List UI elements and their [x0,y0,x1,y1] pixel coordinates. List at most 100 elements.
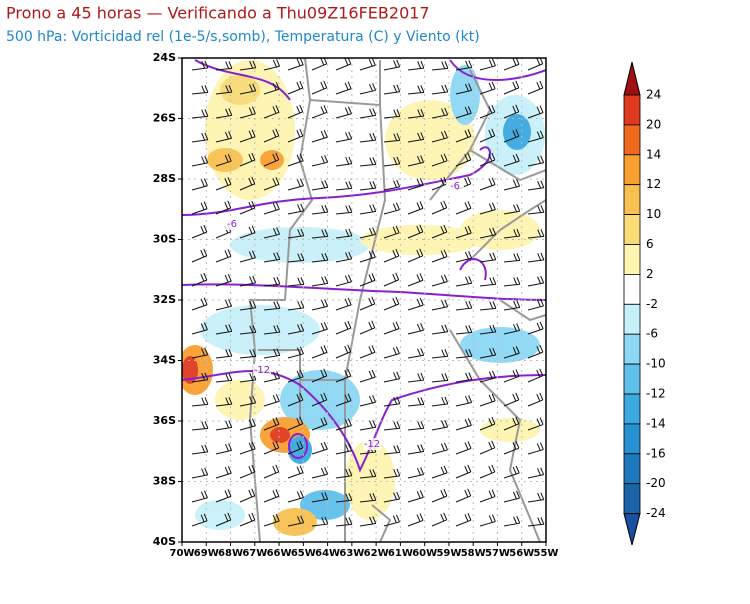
wind-barb [383,296,400,311]
wind-barb [479,393,496,407]
colorbar-label: -20 [646,476,666,490]
wind-barb [407,85,425,95]
wind-barb [455,83,473,95]
wind-barb [311,368,328,383]
wind-barb [479,58,496,71]
wind-barb [455,395,473,407]
wind-barb [479,104,496,119]
contour-label-bg [446,180,464,192]
wind-barb [503,441,520,455]
wind-barb [287,153,304,167]
wind-barb [527,205,545,215]
wind-barb [527,229,545,239]
wind-barb [479,416,496,431]
wind-barb [359,157,377,167]
wind-barb [311,130,328,143]
wind-barb [239,200,256,215]
wind-barb [455,60,473,71]
colorbar-bottom [623,513,641,546]
wind-barb [311,441,328,455]
wind-barb [215,420,233,431]
wind-barb [263,177,280,191]
lat-label: 26S [153,112,176,125]
wind-barb [527,417,544,431]
wind-barb [287,58,304,71]
wind-barb [407,420,425,431]
colorbar-cell [623,184,641,215]
wind-barb [359,369,376,383]
wind-barb [527,275,545,287]
wind-barb [527,58,544,71]
lon-label: 60W [412,548,437,559]
wind-barb [263,202,280,215]
wind-barb [263,227,281,239]
lat-label: 36S [153,414,176,427]
lon-label: 56W [509,548,534,559]
wind-barb [335,517,353,527]
wind-barb [335,106,352,119]
wind-barb [407,178,424,191]
contour-label: -12 [254,365,270,376]
contour-label-bg [223,218,241,230]
wind-barb [383,491,401,503]
wind-barb [407,224,424,239]
lon-label: 61W [388,548,413,559]
wind-barb [503,129,520,143]
wind-barb [287,490,304,503]
colorbar-label: -12 [646,387,666,401]
wind-barb [191,155,209,167]
wind-barb [527,298,544,311]
wind-barb [407,323,425,335]
wind-barb [503,80,520,95]
wind-barb [359,469,377,479]
colorbar-label: -24 [646,506,666,520]
wind-barb [311,467,329,479]
colorbar-label: -10 [646,357,666,371]
wind-barb [431,153,448,167]
wind-barb [263,81,280,95]
wind-barb [239,395,257,407]
wind-barb [359,492,377,503]
wind-barb [239,60,257,71]
wind-barb [527,321,544,335]
title: Prono a 45 horas — Verificando a Thu09Z1… [6,4,430,23]
wind-barb [407,155,425,167]
wind-barb [479,324,497,335]
wind-barb [359,180,377,191]
colorbar-cell [623,273,641,305]
wind-barb [407,467,425,479]
wind-barb [239,129,256,143]
lon-label: 64W [315,548,340,559]
wind-barb [191,421,209,431]
wind-barb [215,466,232,479]
wind-barb [287,323,305,335]
wind-barb [287,128,304,143]
wind-barb [407,108,425,119]
wind-barb [455,251,473,263]
colorbar-cell [623,214,641,245]
wind-barb [383,468,401,479]
wind-barb [383,109,401,119]
wind-barb [311,229,329,239]
wind-barb [431,224,448,239]
wind-barb [527,368,544,383]
wind-barb [383,133,401,143]
wind-barb [239,325,257,335]
wind-barb [479,81,496,95]
wind-barb [311,155,329,167]
colorbar-label: 12 [646,177,661,191]
wind-barb [527,467,545,479]
wind-barb [215,249,232,263]
wind-barb [527,344,544,359]
wind-barb [335,297,352,311]
wind-barb [383,156,401,167]
colorbar-label: -16 [646,446,666,460]
wind-barb [215,299,233,311]
wind-barb [335,131,353,143]
wind-barb [335,493,353,503]
wind-barb [407,348,425,359]
wind-barb [239,488,256,503]
wind-barb [383,84,401,95]
wind-barb [455,325,473,335]
wind-barb [263,394,280,407]
